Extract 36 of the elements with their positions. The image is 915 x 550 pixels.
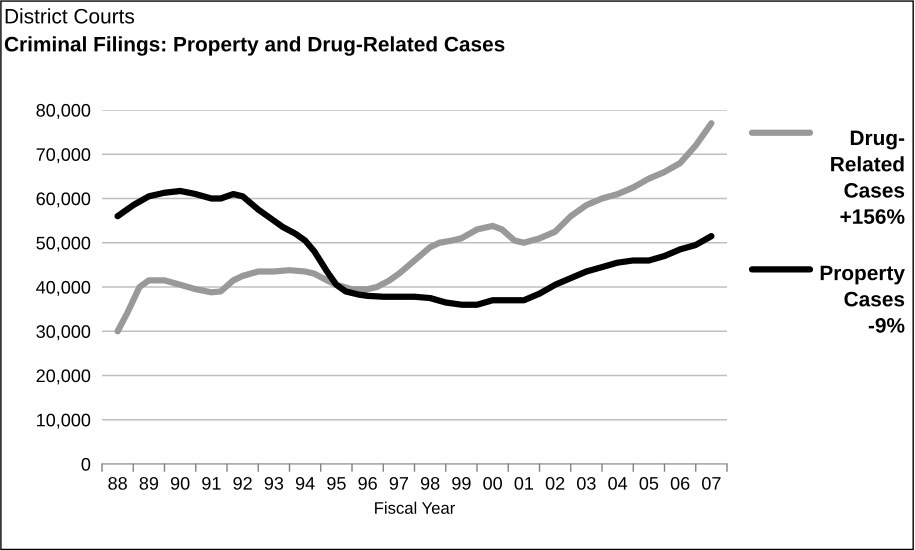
x-tick-label: 02 [546,476,564,490]
x-tick-label: 91 [202,476,221,490]
x-tick-label: 92 [233,476,252,490]
text: -9% [868,318,904,333]
x-tick-label: 07 [702,476,721,490]
x-tick-label: 97 [390,476,408,490]
y-tick-label: 10,000 [37,414,90,429]
x-tick-label: 93 [264,476,284,490]
x-tick-label: 03 [577,476,596,490]
x-tick-label: 06 [670,476,690,490]
y-tick-label: 40,000 [36,280,90,296]
x-tick-label: 88 [108,476,127,490]
y-tick-label: 60,000 [36,192,90,208]
x-tick-label: 94 [296,476,315,490]
x-tick-label: 96 [358,476,377,490]
y-tick-label: 80,000 [36,104,90,119]
x-tick-label: 01 [514,476,534,490]
legend-label: Drug-Related Cases [831,130,904,198]
x-tick-label: 95 [327,476,346,490]
x-axis-title: Fiscal Year [375,502,455,514]
chart-subtitle: Criminal Filings: Property and Drug-Related Cases [4,36,504,56]
x-tick-label: 90 [170,476,190,490]
x-tick-label: 00 [483,476,502,490]
text: +156% [840,209,904,224]
x-tick-label: 98 [420,476,440,490]
legend-label: Property Cases [820,266,905,307]
x-tick-label: 04 [608,476,628,490]
y-tick-label: 70,000 [36,148,90,164]
x-tick-label: 89 [140,476,158,490]
y-tick-label: 50,000 [36,236,90,252]
y-tick-label: 0 [82,458,90,471]
x-tick-label: 05 [640,476,658,490]
y-tick-label: 20,000 [36,369,90,384]
x-tick-label: 99 [452,476,471,490]
chart-title: District Courts [6,8,134,24]
y-tick-label: 30,000 [36,325,90,340]
